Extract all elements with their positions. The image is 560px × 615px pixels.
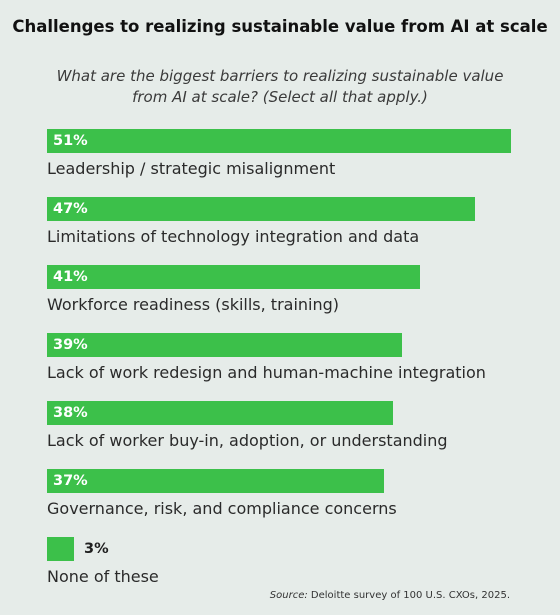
- bar-chart: 51% Leadership / strategic misalignment 47…: [47, 129, 537, 605]
- bar-row: 47% Limitations of technology integration…: [47, 197, 537, 265]
- source-text: Deloitte survey of 100 U.S. CXOs, 2025.: [310, 590, 510, 601]
- source-label: Source:: [269, 590, 308, 601]
- bar-row: 51% Leadership / strategic misalignment: [47, 129, 537, 197]
- source-note: Source: Deloitte survey of 100 U.S. CXOs…: [270, 590, 510, 601]
- bar-category-label: Workforce readiness (skills, training): [47, 295, 340, 314]
- bar-value-label: 37%: [53, 473, 88, 489]
- bar: [47, 265, 420, 289]
- bar: [47, 333, 402, 357]
- bar-row: 37% Governance, risk, and compliance conc…: [47, 469, 537, 537]
- bar-value-label: 38%: [53, 405, 88, 421]
- chart-subtitle: What are the biggest barriers to realizi…: [56, 67, 504, 106]
- bar-value-label: 3%: [84, 541, 109, 557]
- bar: [47, 129, 511, 153]
- bar-category-label: Lack of work redesign and human-machine …: [47, 363, 486, 382]
- bar-value-label: 39%: [53, 337, 88, 353]
- bar-category-label: None of these: [47, 567, 159, 586]
- bar: [47, 537, 74, 561]
- bar-category-label: Governance, risk, and compliance concern…: [47, 499, 397, 518]
- bar-row: 38% Lack of worker buy-in, adoption, or u…: [47, 401, 537, 469]
- chart-title: Challenges to realizing sustainable valu…: [12, 17, 548, 36]
- bar-category-label: Lack of worker buy-in, adoption, or unde…: [47, 431, 448, 450]
- bar-row: 3% None of these: [47, 537, 537, 605]
- bar-value-label: 41%: [53, 269, 88, 285]
- bar-category-label: Leadership / strategic misalignment: [47, 159, 336, 178]
- bar: [47, 401, 393, 425]
- bar: [47, 197, 475, 221]
- bar-row: 39% Lack of work redesign and human-machi…: [47, 333, 537, 401]
- bar-row: 41% Workforce readiness (skills, training…: [47, 265, 537, 333]
- bar-category-label: Limitations of technology integration an…: [47, 227, 420, 246]
- bar: [47, 469, 384, 493]
- bar-value-label: 51%: [53, 133, 88, 149]
- bar-value-label: 47%: [53, 201, 88, 217]
